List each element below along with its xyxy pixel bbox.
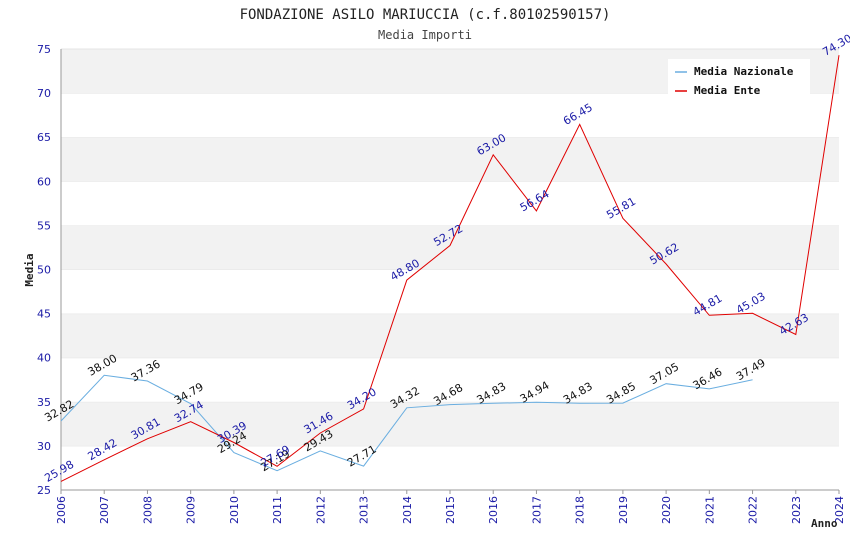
y-tick-label: 65 bbox=[37, 131, 51, 144]
grid-band bbox=[61, 357, 839, 402]
grid-band bbox=[61, 93, 839, 138]
grid-band bbox=[61, 445, 839, 490]
x-tick-label: 2011 bbox=[271, 496, 284, 524]
x-tick-label: 2010 bbox=[228, 496, 241, 524]
x-tick-label: 2020 bbox=[660, 496, 673, 524]
grid-band bbox=[61, 181, 839, 226]
y-tick-label: 50 bbox=[37, 264, 51, 277]
x-tick-label: 2019 bbox=[617, 496, 630, 524]
y-tick-label: 60 bbox=[37, 175, 51, 188]
x-tick-label: 2013 bbox=[358, 496, 371, 524]
x-tick-label: 2015 bbox=[444, 496, 457, 524]
y-tick-label: 30 bbox=[37, 440, 51, 453]
x-tick-label: 2018 bbox=[574, 496, 587, 524]
y-tick-label: 40 bbox=[37, 352, 51, 365]
x-tick-label: 2014 bbox=[401, 496, 414, 524]
x-tick-label: 2021 bbox=[703, 496, 716, 524]
chart-title: FONDAZIONE ASILO MARIUCCIA (c.f.80102590… bbox=[240, 7, 611, 23]
legend-box bbox=[668, 59, 810, 97]
series-line-ente bbox=[60, 55, 840, 482]
x-axis-label: Anno bbox=[811, 517, 838, 530]
y-tick-label: 25 bbox=[37, 484, 51, 497]
axes: 25 30 35 40 45 50 55 60 65 70 75 2006 2007 2008 2009 20… bbox=[37, 43, 846, 524]
y-tick-label: 35 bbox=[37, 396, 51, 409]
legend: Media Nazionale Media Ente bbox=[668, 59, 810, 97]
grid-band bbox=[61, 401, 839, 446]
x-tick-label: 2024 bbox=[833, 496, 846, 524]
x-tick-label: 2016 bbox=[487, 496, 500, 524]
series-lines bbox=[60, 55, 840, 482]
x-tick-label: 2008 bbox=[141, 496, 154, 524]
x-tick-label: 2006 bbox=[55, 496, 68, 524]
grid-band bbox=[61, 137, 839, 182]
grid-band bbox=[61, 225, 839, 270]
x-tick-label: 2023 bbox=[790, 496, 803, 524]
legend-label-nazionale: Media Nazionale bbox=[694, 65, 794, 78]
x-tick-label: 2022 bbox=[747, 496, 760, 524]
x-tick-label: 2009 bbox=[185, 496, 198, 524]
y-axis-label: Media bbox=[23, 253, 36, 286]
chart-subtitle: Media Importi bbox=[378, 28, 472, 42]
x-tick-label: 2007 bbox=[98, 496, 111, 524]
grid-band bbox=[61, 269, 839, 314]
y-tick-label: 55 bbox=[37, 219, 51, 232]
y-tick-label: 75 bbox=[37, 43, 51, 56]
grid-band bbox=[61, 313, 839, 358]
y-tick-label: 45 bbox=[37, 308, 51, 321]
x-tick-label: 2012 bbox=[314, 496, 327, 524]
x-tick-label: 2017 bbox=[530, 496, 543, 524]
legend-label-ente: Media Ente bbox=[694, 84, 761, 97]
series-line-nazionale bbox=[60, 374, 753, 472]
y-tick-label: 70 bbox=[37, 87, 51, 100]
